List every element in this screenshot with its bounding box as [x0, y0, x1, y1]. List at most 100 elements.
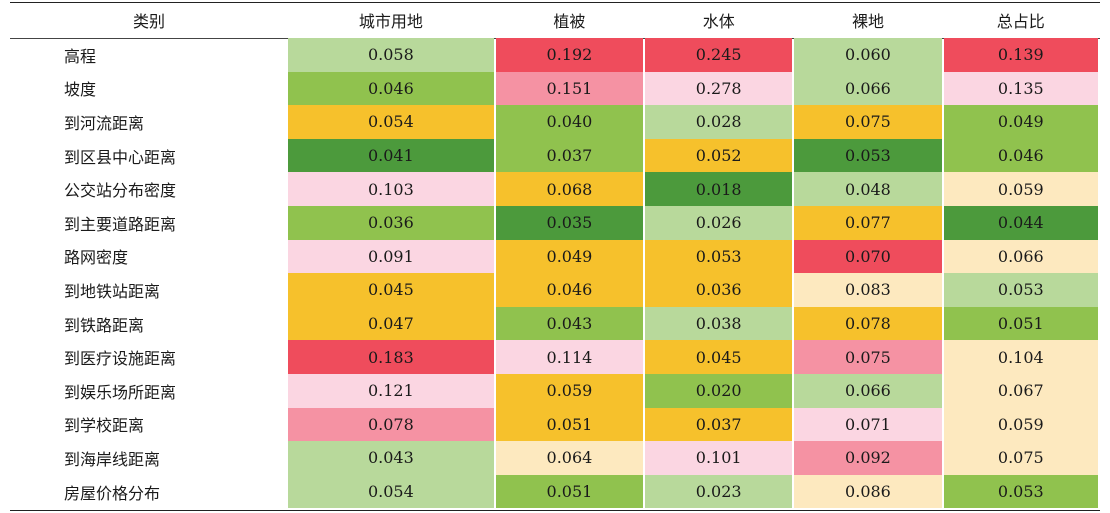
value-cell: 0.044	[943, 205, 1098, 240]
value-cell: 0.052	[645, 138, 793, 173]
value-cell: 0.020	[645, 373, 793, 408]
value-cell: 0.035	[495, 205, 644, 240]
table-row: 坡度 0.046 0.151 0.278 0.066 0.135	[12, 71, 1098, 106]
table-row: 路网密度 0.091 0.049 0.053 0.070 0.066	[12, 239, 1098, 274]
value-cell: 0.064	[495, 441, 644, 475]
value-cell: 0.139	[943, 38, 1098, 72]
value-cell: 0.026	[645, 205, 793, 240]
value-cell: 0.041	[288, 138, 494, 173]
value-cell: 0.043	[495, 306, 644, 341]
value-cell: 0.054	[288, 105, 494, 139]
value-cell: 0.059	[943, 172, 1098, 206]
row-label: 高程	[64, 46, 97, 66]
table-row: 到医疗设施距离 0.183 0.114 0.045 0.075 0.104	[12, 340, 1098, 374]
row-label: 到主要道路距离	[64, 214, 177, 234]
table-row: 到铁路距离 0.047 0.043 0.038 0.078 0.051	[12, 306, 1098, 341]
row-label: 公交站分布密度	[64, 181, 177, 201]
value-cell: 0.083	[794, 273, 942, 307]
value-cell: 0.078	[794, 306, 942, 341]
value-cell: 0.066	[794, 71, 942, 106]
row-label: 到地铁站距离	[64, 281, 161, 301]
table-row: 到河流距离 0.054 0.040 0.028 0.075 0.049	[12, 105, 1098, 139]
row-label: 到医疗设施距离	[64, 349, 177, 369]
value-cell: 0.046	[495, 273, 644, 307]
value-cell: 0.051	[495, 407, 644, 442]
value-cell: 0.068	[495, 172, 644, 206]
value-cell: 0.037	[645, 407, 793, 442]
value-cell: 0.183	[288, 340, 494, 374]
value-cell: 0.070	[794, 239, 942, 274]
value-cell: 0.053	[943, 273, 1098, 307]
table-row: 到主要道路距离 0.036 0.035 0.026 0.077 0.044	[12, 205, 1098, 240]
row-label: 到区县中心距离	[64, 147, 177, 167]
row-label: 到学校距离	[64, 416, 145, 436]
value-cell: 0.036	[645, 273, 793, 307]
row-label: 到河流距离	[64, 113, 145, 133]
header-water: 水体	[702, 12, 735, 31]
header-bare-land: 裸地	[851, 12, 884, 31]
value-cell: 0.104	[943, 340, 1098, 374]
value-cell: 0.047	[288, 306, 494, 341]
table-top-rule	[10, 2, 1100, 3]
row-label: 坡度	[64, 80, 97, 100]
row-label: 到铁路距离	[64, 315, 145, 335]
table-row: 到学校距离 0.078 0.051 0.037 0.071 0.059	[12, 407, 1098, 442]
weight-heatmap-table: 类别 城市用地 植被 水体 裸地 总占比 高程 0.058 0.192 0.245 0.…	[10, 2, 1100, 509]
table-header: 类别 城市用地 植被 水体 裸地 总占比	[12, 2, 1098, 38]
value-cell: 0.053	[645, 239, 793, 274]
row-label: 到娱乐场所距离	[64, 382, 177, 402]
value-cell: 0.101	[645, 441, 793, 475]
value-cell: 0.045	[645, 340, 793, 374]
table-row: 高程 0.058 0.192 0.245 0.060 0.139	[12, 38, 1098, 72]
table-row: 房屋价格分布 0.054 0.051 0.023 0.086 0.053	[12, 474, 1098, 509]
value-cell: 0.135	[943, 71, 1098, 106]
row-label: 到海岸线距离	[64, 449, 161, 469]
header-vegetation: 植被	[553, 12, 586, 31]
value-cell: 0.023	[645, 474, 793, 509]
table-body: 高程 0.058 0.192 0.245 0.060 0.139 坡度 0.046 0.151 0…	[12, 38, 1098, 509]
value-cell: 0.091	[288, 239, 494, 274]
value-cell: 0.048	[794, 172, 942, 206]
value-cell: 0.051	[943, 306, 1098, 341]
row-label: 路网密度	[64, 248, 129, 268]
table-row: 到娱乐场所距离 0.121 0.059 0.020 0.066 0.067	[12, 373, 1098, 408]
value-cell: 0.092	[794, 441, 942, 475]
value-cell: 0.077	[794, 205, 942, 240]
value-cell: 0.040	[495, 105, 644, 139]
value-cell: 0.054	[288, 474, 494, 509]
value-cell: 0.046	[288, 71, 494, 106]
value-cell: 0.037	[495, 138, 644, 173]
header-urban-land: 城市用地	[358, 12, 423, 31]
value-cell: 0.114	[495, 340, 644, 374]
value-cell: 0.086	[794, 474, 942, 509]
value-cell: 0.058	[288, 38, 494, 72]
value-cell: 0.245	[645, 38, 793, 72]
table-row: 公交站分布密度 0.103 0.068 0.018 0.048 0.059	[12, 172, 1098, 206]
value-cell: 0.038	[645, 306, 793, 341]
value-cell: 0.018	[645, 172, 793, 206]
table-row: 到地铁站距离 0.045 0.046 0.036 0.083 0.053	[12, 273, 1098, 307]
value-cell: 0.151	[495, 71, 644, 106]
value-cell: 0.049	[495, 239, 644, 274]
value-cell: 0.060	[794, 38, 942, 72]
value-cell: 0.067	[943, 373, 1098, 408]
header-category: 类别	[132, 12, 165, 31]
value-cell: 0.075	[943, 441, 1098, 475]
value-cell: 0.046	[943, 138, 1098, 173]
value-cell: 0.059	[943, 407, 1098, 442]
header-total-share: 总占比	[996, 12, 1045, 31]
value-cell: 0.053	[943, 474, 1098, 509]
value-cell: 0.075	[794, 340, 942, 374]
table-row: 到海岸线距离 0.043 0.064 0.101 0.092 0.075	[12, 441, 1098, 475]
value-cell: 0.059	[495, 373, 644, 408]
value-cell: 0.078	[288, 407, 494, 442]
value-cell: 0.121	[288, 373, 494, 408]
value-cell: 0.051	[495, 474, 644, 509]
value-cell: 0.053	[794, 138, 942, 173]
header-row: 类别 城市用地 植被 水体 裸地 总占比	[12, 2, 1098, 38]
value-cell: 0.066	[794, 373, 942, 408]
table-row: 到区县中心距离 0.041 0.037 0.052 0.053 0.046	[12, 138, 1098, 173]
value-cell: 0.049	[943, 105, 1098, 139]
value-cell: 0.103	[288, 172, 494, 206]
value-cell: 0.192	[495, 38, 644, 72]
